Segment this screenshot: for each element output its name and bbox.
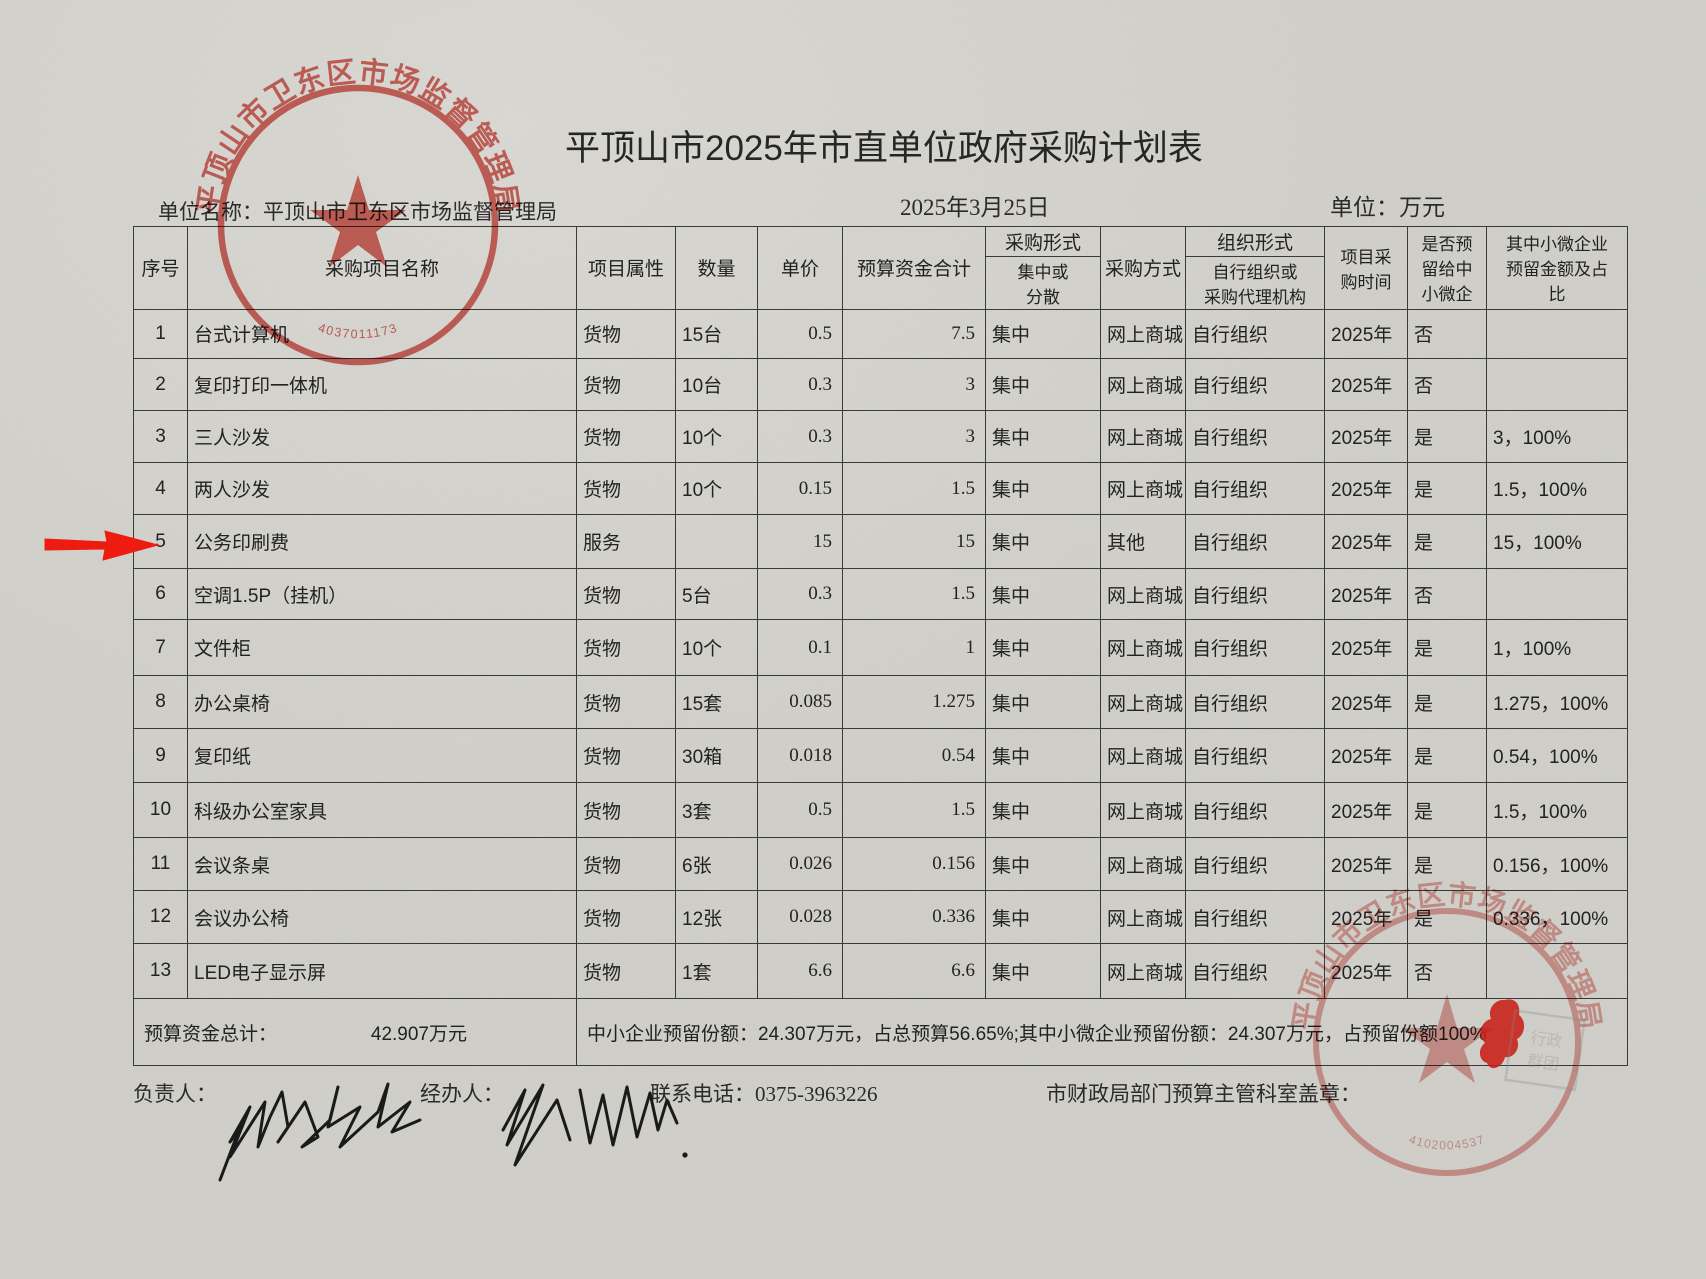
svg-text:4037011173: 4037011173 <box>316 321 399 342</box>
svg-text:群团: 群团 <box>1526 1052 1560 1074</box>
svg-text:4102004537: 4102004537 <box>1407 1132 1486 1152</box>
svg-text:行政: 行政 <box>1529 1029 1563 1051</box>
